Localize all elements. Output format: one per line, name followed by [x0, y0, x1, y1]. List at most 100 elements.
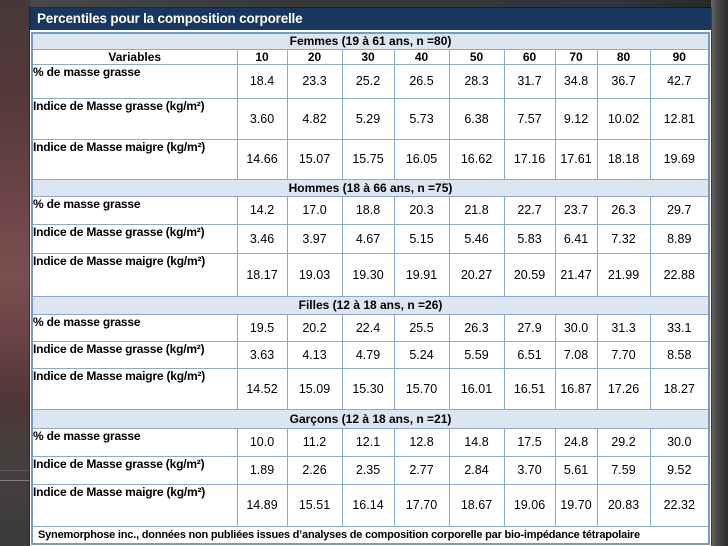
percentile-value: 3.70: [503, 455, 556, 485]
percentile-value: 5.15: [393, 223, 450, 254]
percentile-value: 14.66: [236, 138, 288, 180]
percentile-value: 22.32: [649, 483, 710, 527]
percentile-value: 22.88: [649, 252, 710, 297]
percentile-value: 5.73: [393, 97, 450, 140]
percentile-value: 29.7: [649, 195, 710, 225]
percentile-column-header: 90: [649, 48, 710, 65]
data-row: Indice de Masse grasse (kg/m²) 3.46 3.97 4.…: [31, 223, 710, 254]
percentile-value: 11.2: [286, 427, 343, 457]
percentile-value: 18.67: [448, 483, 505, 527]
percentile-value: 6.41: [554, 223, 598, 254]
variables-column-header: Variables: [31, 48, 238, 65]
percentile-value: 3.63: [236, 340, 288, 369]
group-band-row: Filles (12 à 18 ans, n =26): [31, 295, 710, 315]
group-header: Garçons (12 à 18 ans, n =21): [31, 408, 710, 429]
data-row: Indice de Masse maigre (kg/m²) 14.52 15.09…: [31, 367, 710, 410]
percentile-value: 17.5: [503, 427, 556, 457]
percentile-value: 19.69: [649, 138, 710, 180]
percentile-value: 6.38: [448, 97, 505, 140]
percentile-value: 7.59: [596, 455, 651, 485]
percentile-value: 15.07: [286, 138, 343, 180]
percentile-value: 2.35: [341, 455, 395, 485]
percentile-value: 15.30: [341, 367, 395, 410]
percentile-value: 5.59: [448, 340, 505, 369]
variable-label: % de masse grasse: [31, 195, 238, 225]
data-row: % de masse grasse 14.2 17.0 18.8 20.3 21.8 22.…: [31, 195, 710, 225]
percentile-value: 19.70: [554, 483, 598, 527]
group-band-row: Femmes (19 à 61 ans, n =80): [31, 32, 710, 50]
percentile-value: 23.7: [554, 195, 598, 225]
percentile-value: 15.75: [341, 138, 395, 180]
column-header-row: Variables 10 20 30 40 50 60 70 80 90: [31, 48, 710, 65]
percentile-value: 16.51: [503, 367, 556, 410]
percentile-value: 16.01: [448, 367, 505, 410]
data-row: % de masse grasse 19.5 20.2 22.4 25.5 26.3 27.…: [31, 313, 710, 342]
percentile-value: 12.1: [341, 427, 395, 457]
percentile-value: 5.24: [393, 340, 450, 369]
percentile-value: 14.8: [448, 427, 505, 457]
group-header: Hommes (18 à 66 ans, n =75): [31, 178, 710, 197]
data-row: Indice de Masse maigre (kg/m²) 18.17 19.03…: [31, 252, 710, 297]
percentile-value: 10.0: [236, 427, 288, 457]
percentile-value: 25.2: [341, 63, 395, 99]
percentile-value: 24.8: [554, 427, 598, 457]
variable-label: Indice de Masse grasse (kg/m²): [31, 340, 238, 369]
percentile-value: 27.9: [503, 313, 556, 342]
percentile-value: 36.7: [596, 63, 651, 99]
background-edge-line: [0, 480, 30, 481]
percentile-value: 15.09: [286, 367, 343, 410]
percentile-value: 21.8: [448, 195, 505, 225]
percentile-value: 18.27: [649, 367, 710, 410]
percentile-value: 16.14: [341, 483, 395, 527]
percentile-value: 26.5: [393, 63, 450, 99]
percentile-column-header: 30: [341, 48, 395, 65]
percentile-value: 14.52: [236, 367, 288, 410]
percentile-value: 19.06: [503, 483, 556, 527]
percentile-column-header: 70: [554, 48, 598, 65]
percentile-value: 28.3: [448, 63, 505, 99]
variable-label: % de masse grasse: [31, 63, 238, 99]
percentile-value: 2.77: [393, 455, 450, 485]
source-note: Synemorphose inc., données non publiées …: [31, 525, 710, 545]
percentile-value: 14.89: [236, 483, 288, 527]
percentile-value: 18.4: [236, 63, 288, 99]
percentile-value: 3.46: [236, 223, 288, 254]
percentile-value: 21.99: [596, 252, 651, 297]
percentile-value: 5.46: [448, 223, 505, 254]
percentile-value: 16.05: [393, 138, 450, 180]
percentile-value: 16.87: [554, 367, 598, 410]
percentile-value: 3.97: [286, 223, 343, 254]
group-band-row: Garçons (12 à 18 ans, n =21): [31, 408, 710, 429]
percentile-value: 7.32: [596, 223, 651, 254]
percentile-value: 2.26: [286, 455, 343, 485]
data-row: % de masse grasse 10.0 11.2 12.1 12.8 14.8 17.…: [31, 427, 710, 457]
percentile-value: 8.89: [649, 223, 710, 254]
percentile-value: 20.83: [596, 483, 651, 527]
percentile-value: 17.70: [393, 483, 450, 527]
variable-label: Indice de Masse maigre (kg/m²): [31, 483, 238, 527]
percentile-value: 4.79: [341, 340, 395, 369]
percentile-value: 22.4: [341, 313, 395, 342]
percentile-value: 26.3: [448, 313, 505, 342]
percentile-value: 7.08: [554, 340, 598, 369]
variable-label: % de masse grasse: [31, 313, 238, 342]
percentile-value: 20.27: [448, 252, 505, 297]
data-row: Indice de Masse grasse (kg/m²) 3.63 4.13 4.…: [31, 340, 710, 369]
percentile-value: 10.02: [596, 97, 651, 140]
percentile-value: 19.03: [286, 252, 343, 297]
percentile-value: 4.82: [286, 97, 343, 140]
percentile-value: 6.51: [503, 340, 556, 369]
percentile-value: 17.61: [554, 138, 598, 180]
percentile-value: 18.8: [341, 195, 395, 225]
background-right-strip: [711, 0, 728, 546]
percentile-value: 25.5: [393, 313, 450, 342]
percentile-column-header: 50: [448, 48, 505, 65]
percentile-value: 31.7: [503, 63, 556, 99]
percentile-column-header: 20: [286, 48, 343, 65]
percentile-value: 20.59: [503, 252, 556, 297]
percentile-value: 17.0: [286, 195, 343, 225]
source-note-row: Synemorphose inc., données non publiées …: [31, 525, 710, 545]
percentile-value: 7.70: [596, 340, 651, 369]
variable-label: Indice de Masse maigre (kg/m²): [31, 138, 238, 180]
